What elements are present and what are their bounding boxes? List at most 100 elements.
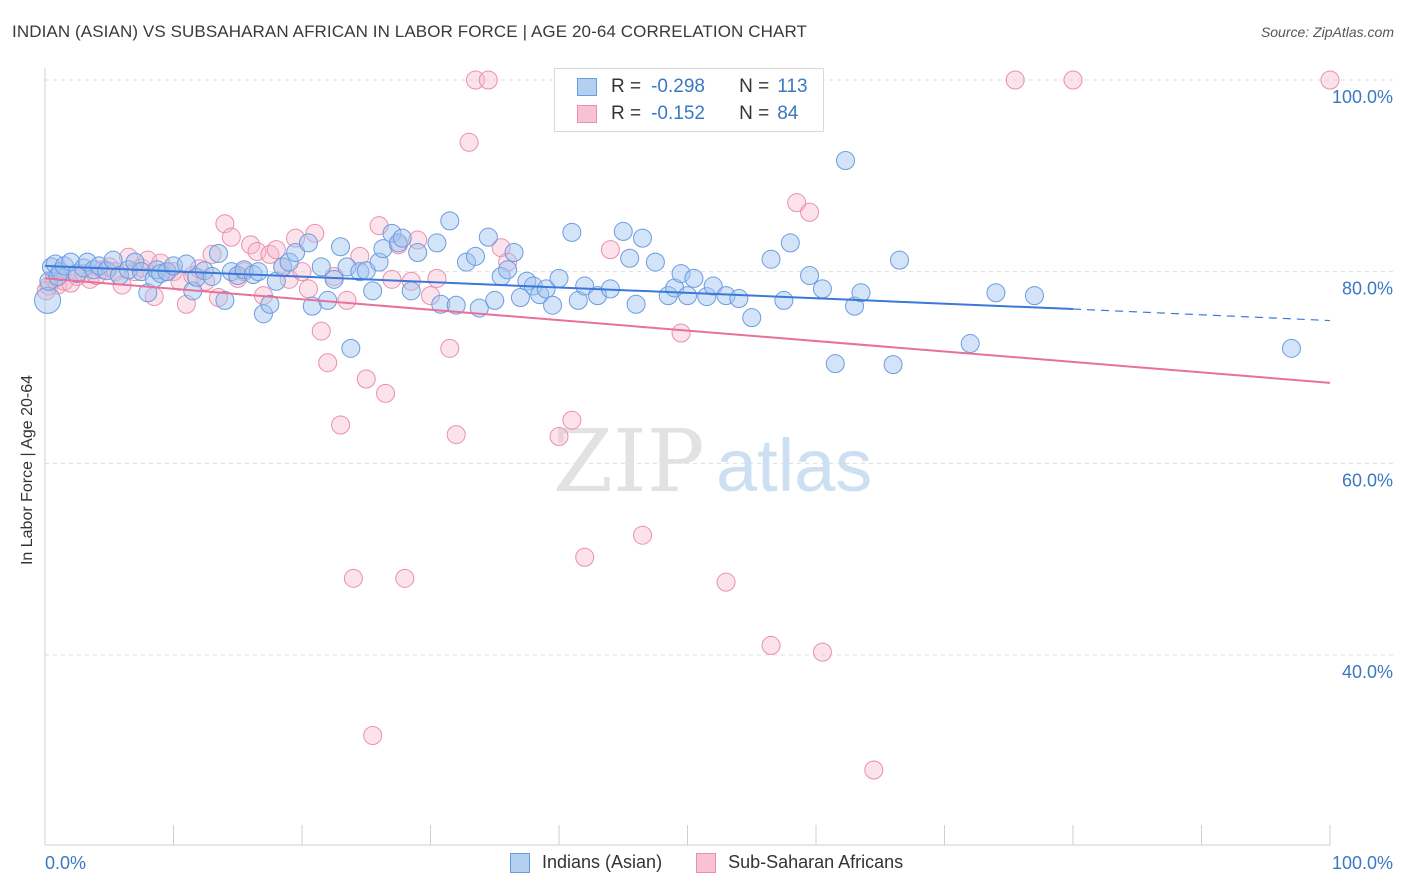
indian-point [260,294,280,314]
subsaharan-point [812,642,832,662]
indian-point [575,276,595,296]
subsaharan-point [498,252,518,272]
bottom-legend-item-indians: Indians (Asian) [510,852,662,873]
legend-row-indians: R = -0.298 N = 113 [577,75,808,99]
indian-point [536,279,556,299]
indian-point [456,252,476,272]
subsaharan-point [1320,70,1340,90]
legend: R = -0.298 N = 113 R = -0.152 N = 84 [554,68,824,132]
indian-point [562,222,582,242]
indian-point [697,287,717,307]
subsaharan-point [800,202,820,222]
legend-row-subsaharan: R = -0.152 N = 84 [577,102,798,126]
indian-point [392,228,412,248]
indian-point [812,279,832,299]
subsaharan-point [459,132,479,152]
subsaharan-point [318,353,338,373]
subsaharan-point [671,323,691,343]
watermark-zip: ZIP [553,412,705,512]
indian-point [350,262,370,282]
indian-point [620,248,640,268]
indian-point [465,246,485,266]
indian-point [883,355,903,375]
indian-point [138,283,158,303]
subsaharan-point [356,369,376,389]
legend-r-label: R = [611,76,642,97]
indian-point [248,262,268,282]
subsaharan-point [440,338,460,358]
bottom-legend-item-subsaharan: Sub-Saharan Africans [696,852,903,873]
legend-r-value: -0.298 [651,76,705,97]
y-tick-label: 40.0% [1342,662,1393,682]
indian-point [408,243,428,262]
indian-point [703,276,723,296]
indian-point [671,264,691,284]
indian-point [194,261,214,281]
indian-point [645,252,665,272]
subsaharan-point [376,383,396,403]
tick-labels: 40.0% 60.0% 80.0% 100.0% 0.0% 100.0% [45,87,1393,873]
indian-point [774,290,794,310]
subsaharan-point [1063,70,1083,90]
indian-point [202,266,222,286]
subsaharan-point [562,410,582,430]
subsaharan-point [575,547,595,567]
indian-point [510,288,530,308]
indian-point [440,211,460,231]
subsaharan-point [761,635,781,655]
grid-lines [45,79,1395,656]
indian-point [851,283,871,303]
y-tick-label: 80.0% [1342,279,1393,299]
subsaharan-point [864,760,884,780]
subsaharan-point [787,193,807,213]
trend-lines [44,264,1331,384]
indian-point [427,233,447,253]
watermark-atlas: atlas [716,424,872,507]
indian-point [504,243,524,262]
indian-point [626,294,646,314]
watermark: ZIP atlas [553,412,872,512]
subsaharan-point [716,572,736,592]
trend-line-subsaharan [44,277,1331,384]
indian-point [836,151,856,170]
indian-point [684,268,704,288]
indian-point [498,260,518,280]
indian-point [286,243,306,262]
subsaharan-point [337,290,357,310]
legend-n-value: 84 [777,103,799,124]
subsaharan-point [286,228,306,248]
subsaharan-point [1005,70,1025,90]
indian-point [253,304,273,324]
axes [44,68,1331,846]
y-tick-label: 100.0% [1332,87,1393,107]
subsaharan-point [491,238,511,258]
chart-title: INDIAN (ASIAN) VS SUBSAHARAN AFRICAN IN … [12,22,807,41]
subsaharan-point [427,268,447,288]
subsaharan-point [202,244,222,264]
indian-point [761,249,781,269]
subsaharan-point [331,415,351,435]
indian-point [890,250,910,270]
y-axis-label: In Labor Force | Age 20-64 [19,374,36,566]
indian-point [382,223,402,243]
subsaharan-point [350,246,370,266]
series-indian-points [34,151,1301,375]
indian-point [960,334,980,354]
indian-point [633,228,653,248]
indian-point [125,252,145,272]
subsaharan-point [395,568,415,588]
indian-point [431,294,451,314]
legend-swatch-pink-icon [577,105,597,123]
bottom-legend-label: Sub-Saharan Africans [728,852,904,872]
indian-point [825,354,845,374]
bottom-legend-label: Indians (Asian) [542,852,663,872]
indian-point [485,290,505,310]
subsaharan-point [363,726,383,745]
subsaharan-point [305,223,325,243]
subsaharan-point [549,427,569,446]
subsaharan-point [633,525,653,545]
indian-point [800,266,820,285]
indian-point [478,227,498,247]
indian-point [401,281,421,301]
indian-point [568,290,588,310]
